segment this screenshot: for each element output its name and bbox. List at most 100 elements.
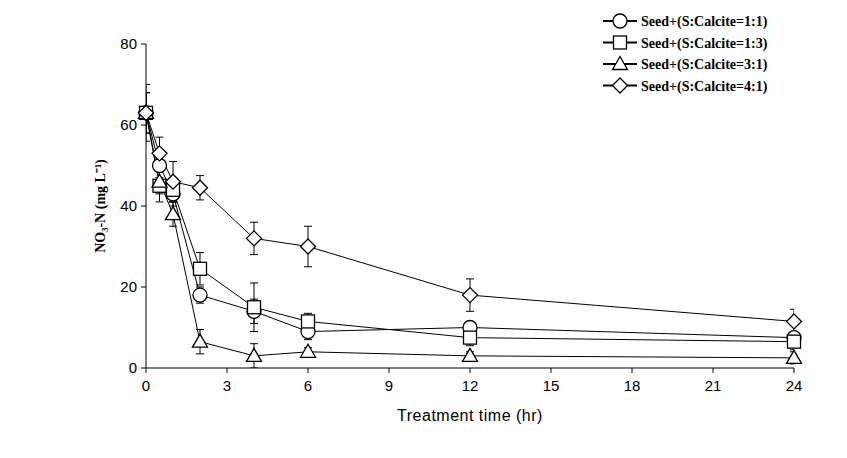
x-tick-label: 15 (543, 377, 560, 394)
error-bar-cap (156, 201, 164, 202)
legend-label: Seed+(S:Calcite=1:1) (641, 14, 768, 30)
y-tick (141, 125, 146, 126)
error-bar-cap (196, 199, 204, 200)
error-bar-cap (250, 343, 258, 344)
legend-marker (613, 57, 628, 70)
error-bar-cap (146, 133, 150, 134)
y-tick (141, 287, 146, 288)
x-tick-label: 18 (624, 377, 641, 394)
plot-markers (139, 105, 802, 363)
data-point (247, 348, 262, 361)
error-bar-cap (304, 266, 312, 267)
error-bar-cap (196, 303, 204, 304)
data-point (302, 315, 315, 328)
error-bar-cap (466, 311, 474, 312)
x-tick (227, 368, 228, 373)
error-bar-cap (146, 133, 150, 134)
error-bar-cap (169, 201, 177, 202)
y-tick-label: 60 (120, 116, 137, 133)
error-bar-cap (250, 368, 258, 369)
error-bar-cap (169, 201, 177, 202)
x-axis-label: Treatment time (hr) (397, 407, 543, 424)
error-bar-cap (146, 141, 150, 142)
data-point (140, 106, 153, 119)
error-bar-cap (250, 254, 258, 255)
data-point (247, 231, 262, 246)
y-tick-label: 0 (129, 359, 137, 376)
data-point (463, 348, 478, 361)
error-bar-cap (169, 161, 177, 162)
error-bar-cap (196, 175, 204, 176)
error-bar-cap (790, 309, 794, 310)
plot-lines (146, 85, 794, 369)
data-point (139, 106, 153, 120)
y-axis-label: NO₃-N (mg L⁻¹) (93, 159, 109, 253)
data-point (788, 335, 801, 348)
error-bar-cap (169, 201, 177, 202)
error-bar-cap (146, 92, 150, 93)
data-point (787, 350, 802, 363)
data-point (166, 207, 181, 220)
series-line (146, 113, 794, 338)
data-point (787, 314, 802, 329)
x-tick-label: 3 (223, 377, 231, 394)
x-tick (713, 368, 714, 373)
x-tick (146, 368, 147, 373)
series-line (146, 113, 794, 358)
data-point (193, 180, 208, 195)
x-tick (632, 368, 633, 373)
y-tick (141, 206, 146, 207)
error-bar-cap (250, 282, 258, 283)
data-point (194, 262, 207, 275)
x-tick (389, 368, 390, 373)
data-point (152, 174, 167, 187)
legend-marker (614, 36, 627, 49)
error-bar-cap (304, 226, 312, 227)
y-tick (141, 44, 146, 45)
error-bar-cap (466, 345, 474, 346)
y-tick-label: 20 (120, 278, 137, 295)
error-bar-cap (196, 353, 204, 354)
series-line (146, 113, 794, 342)
data-point (152, 146, 167, 161)
error-bar-cap (156, 137, 164, 138)
legend-marker (613, 14, 627, 28)
y-tick (141, 368, 146, 369)
x-tick (470, 368, 471, 373)
data-point (193, 288, 207, 302)
x-tick-label: 12 (462, 377, 479, 394)
error-bar-cap (196, 329, 204, 330)
data-point (301, 344, 316, 357)
error-bar-cap (466, 278, 474, 279)
data-point (463, 288, 478, 303)
data-point (301, 239, 316, 254)
legend-label: Seed+(S:Calcite=3:1) (641, 57, 768, 73)
error-bar-cap (304, 339, 312, 340)
data-point (139, 105, 154, 120)
legend-label: Seed+(S:Calcite=1:3) (641, 36, 768, 52)
error-bar-cap (146, 84, 150, 85)
legend-label: Seed+(S:Calcite=4:1) (641, 79, 768, 95)
error-bar-cap (250, 222, 258, 223)
legend-marker (613, 78, 628, 93)
y-tick-label: 80 (120, 35, 137, 52)
x-tick-label: 0 (142, 377, 150, 394)
y-tick-label: 40 (120, 197, 137, 214)
legend: Seed+(S:Calcite=1:1) Seed+(S:Calcite=1:3)… (603, 14, 768, 95)
error-bar-cap (146, 133, 150, 134)
error-bar-cap (169, 226, 177, 227)
data-point (248, 301, 261, 314)
x-tick (308, 368, 309, 373)
error-bar-cap (156, 193, 164, 194)
x-tick-label: 21 (705, 377, 722, 394)
series-line (146, 113, 794, 322)
x-tick (551, 368, 552, 373)
data-point (464, 331, 477, 344)
x-tick-label: 6 (304, 377, 312, 394)
error-bar-cap (196, 252, 204, 253)
error-bar-cap (146, 92, 150, 93)
data-point (166, 174, 181, 189)
x-tick (794, 368, 795, 373)
error-bar-cap (146, 92, 150, 93)
chart: 02040608003691215182124Treatment time (h… (0, 0, 847, 458)
